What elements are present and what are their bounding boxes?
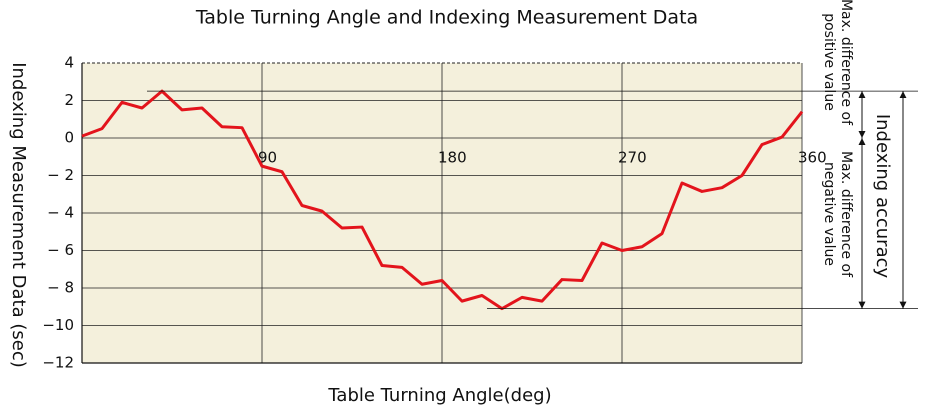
chart-title: Table Turning Angle and Indexing Measure… xyxy=(195,7,698,29)
y-tick-label: −10 xyxy=(42,316,74,334)
y-tick-label: 4 xyxy=(64,54,74,72)
data-line xyxy=(81,89,804,311)
y-tick-label: − 4 xyxy=(47,204,74,222)
x-tick-label: 90 xyxy=(258,149,277,167)
x-tick-label: 180 xyxy=(438,149,467,167)
annotation: negative value xyxy=(821,162,837,266)
y-tick-label: −12 xyxy=(42,354,74,372)
y-tick-label: 0 xyxy=(64,129,74,147)
y-tick-label: − 2 xyxy=(47,166,74,184)
annotation: positive value xyxy=(821,13,837,111)
y-tick-label: − 8 xyxy=(47,279,74,297)
x-tick-label: 270 xyxy=(618,149,647,167)
x-tick-label: 360 xyxy=(798,149,827,167)
annotation: Max. difference of xyxy=(838,0,854,126)
x-axis-label: Table Turning Angle(deg) xyxy=(327,385,551,406)
y-tick-label: 2 xyxy=(64,91,74,109)
y-axis-label: Indexing Measurement Data (sec) xyxy=(8,62,29,368)
annotation: Indexing accuracy xyxy=(872,114,893,279)
y-tick-label: − 6 xyxy=(47,241,74,259)
annotation: Max. difference of xyxy=(838,151,854,278)
